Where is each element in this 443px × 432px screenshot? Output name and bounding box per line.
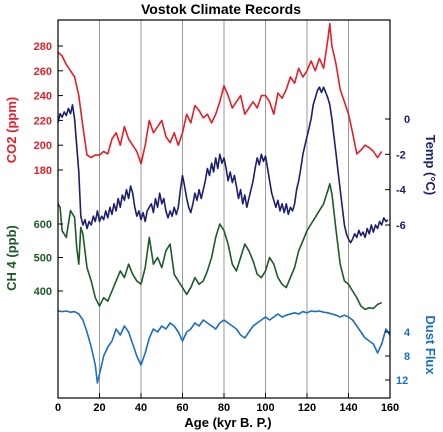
x-tick-label: 60: [176, 402, 188, 414]
chart-title: Vostok Climate Records: [141, 1, 301, 17]
y-axis-label-ch4: CH 4 (ppb): [4, 225, 19, 291]
y-tick-label-temp: -6: [396, 220, 406, 232]
y-tick-label-ch4: 600: [34, 219, 52, 231]
y-tick-label-dust: 8: [404, 351, 410, 363]
x-tick-label: 20: [93, 402, 105, 414]
grid-lines: [99, 20, 349, 398]
y-tick-label-temp: -2: [396, 149, 406, 161]
axis-ticks: 0 20 40 60 80 100 120 140 160 180 200 220 240 260 280 0…: [4, 41, 438, 414]
x-tick-label: 80: [218, 402, 230, 414]
x-tick-label: 160: [381, 402, 399, 414]
y-axis-label-temp: Temp (°C): [423, 135, 438, 196]
series-line-temp: [57, 86, 389, 244]
y-axis-label-co2: CO2 (ppm): [4, 97, 19, 163]
y-tick-label-co2: 220: [34, 115, 52, 127]
y-tick-label-ch4: 400: [34, 286, 52, 298]
series-line-dust: [57, 310, 391, 384]
y-tick-label-co2: 260: [34, 66, 52, 78]
y-tick-label-co2: 280: [34, 41, 52, 53]
y-tick-label-ch4: 500: [34, 253, 52, 265]
series-line-ch4: [57, 183, 383, 311]
y-tick-label-dust: 12: [396, 375, 408, 387]
x-tick-label: 100: [256, 402, 274, 414]
x-axis-label: Age (kyr B. P.): [184, 415, 271, 430]
y-tick-label-dust: 4: [404, 327, 411, 339]
y-tick-label-temp: 0: [404, 114, 410, 126]
x-tick-label: 0: [55, 402, 61, 414]
series-line-co2: [57, 22, 383, 165]
y-tick-label-co2: 180: [34, 165, 52, 177]
x-tick-label: 40: [135, 402, 147, 414]
series-lines: [57, 22, 391, 384]
y-tick-label-co2: 200: [34, 140, 52, 152]
y-axis-label-dust: Dust Flux: [423, 315, 438, 375]
x-tick-label: 140: [339, 402, 357, 414]
y-tick-label-co2: 240: [34, 91, 52, 103]
y-tick-label-temp: -4: [396, 185, 407, 197]
x-tick-label: 120: [298, 402, 316, 414]
